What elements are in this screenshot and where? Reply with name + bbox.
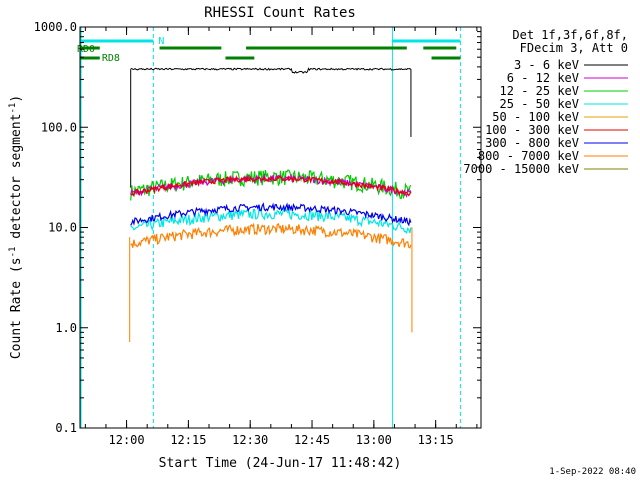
legend-header-line-1: Det 1f,3f,6f,8f, (512, 28, 628, 42)
legend-label-6: 300 - 800 keV (485, 136, 579, 150)
legend-label-1: 6 - 12 keV (507, 71, 579, 85)
y-axis-label: Count Rate (s-1 detector segment-1) (8, 95, 24, 359)
y-tick-label: 1000.0 (34, 20, 77, 34)
x-axis: 12:00 12:15 12:30 12:45 13:00 13:15 (84, 27, 478, 447)
plot-area: N RD0 RD8 (77, 27, 461, 428)
series-line-5 (130, 174, 412, 197)
legend-label-0: 3 - 6 keV (514, 58, 579, 72)
x-tick-label: 12:00 (109, 433, 145, 447)
series-line-7 (130, 222, 412, 249)
legend-label-7: 800 - 7000 keV (478, 149, 579, 163)
y-tick-label: 10.0 (48, 221, 77, 235)
x-tick-label: 12:45 (294, 433, 330, 447)
y-axis: 0.1 1.0 10.0 100.0 1000.0 (34, 20, 481, 435)
x-tick-label: 12:15 (170, 433, 206, 447)
x-axis-label: Start Time (24-Jun-17 11:48:42) (159, 456, 402, 471)
legend: Det 1f,3f,6f,8f, FDecim 3, Att 0 3 - 6 k… (463, 28, 628, 176)
legend-label-8: 7000 - 15000 keV (463, 162, 579, 176)
y-tick-label: 0.1 (55, 421, 77, 435)
series-line-6 (130, 202, 412, 227)
footer-date: 1-Sep-2022 08:40 (549, 467, 636, 477)
series-line-0 (130, 67, 412, 74)
x-tick-label: 13:00 (356, 433, 392, 447)
legend-header-line-2: FDecim 3, Att 0 (520, 41, 628, 55)
attenuator-label: N (158, 36, 164, 47)
x-tick-label: 12:30 (232, 433, 268, 447)
legend-label-4: 50 - 100 keV (492, 110, 579, 124)
y-tick-label: 1.0 (55, 321, 77, 335)
legend-label-2: 12 - 25 keV (500, 84, 579, 98)
series-line-3 (130, 207, 412, 235)
legend-label-3: 25 - 50 keV (500, 97, 579, 111)
y-tick-label: 100.0 (41, 120, 77, 134)
legend-label-5: 100 - 300 keV (485, 123, 579, 137)
x-tick-label: 13:15 (418, 433, 454, 447)
chart-title: RHESSI Count Rates (204, 5, 356, 21)
rd8-label: RD8 (102, 53, 120, 64)
rd0-label: RD0 (77, 44, 95, 55)
